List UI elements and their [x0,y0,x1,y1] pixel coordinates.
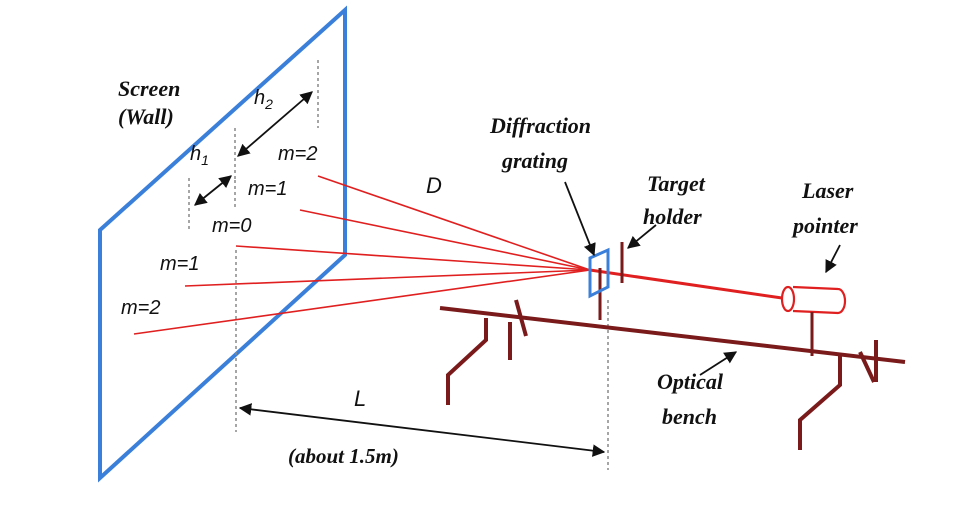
bench-label: bench [662,404,717,429]
order-m1-bottom-label: m=1 [160,253,199,275]
h1-arrow [194,175,232,206]
L-label: L [354,386,366,411]
screen-label: Screen [118,76,180,101]
diffraction-grating [588,247,610,299]
target-label: Target [647,171,706,196]
laser-label: Laser [801,178,854,203]
beam-m1-top [299,209,591,271]
screen-wall [98,5,347,483]
holder-label: holder [643,204,702,229]
laser-beam [589,268,783,300]
wall-label: (Wall) [118,104,174,129]
optical-label: Optical [657,369,724,394]
order-m1-top-label: m=1 [248,178,287,200]
bench-rail [439,306,906,364]
optical-bench [439,242,906,450]
bench-leg-right [798,356,842,450]
holder-pointer-arrow [627,224,657,249]
grating-label: grating [501,148,568,173]
laser-pointer-arrow [825,244,841,274]
pointer-label: pointer [791,213,858,238]
bench-leg-left-front [514,299,528,337]
D-label: D [426,173,442,198]
beam-m0 [235,245,591,271]
beam-m2-bottom [133,269,591,335]
laser-body [792,285,847,315]
bench-leg-left [446,318,488,405]
order-m2-top-label: m=2 [278,143,317,165]
h1-label: h1 [190,143,209,168]
beam-m2-top [317,175,591,271]
dashed-lines [188,60,609,470]
laser-end [780,285,796,313]
bench-pointer-arrow [699,351,738,376]
order-m0-label: m=0 [212,215,251,237]
diffraction-label: Diffraction [489,113,591,138]
h2-label: h2 [254,87,273,112]
diffraction-beams [133,175,591,335]
beam-m1-bottom [184,269,591,287]
order-m2-bottom-label: m=2 [121,297,160,319]
laser-pointer [780,285,847,315]
annotation-arrows [194,91,841,457]
grating-pointer-arrow [564,181,596,257]
bench-leg-right-front [858,351,876,383]
about-label: (about 1.5m) [288,444,399,468]
h2-arrow [237,91,313,157]
L-arrow [238,403,606,457]
